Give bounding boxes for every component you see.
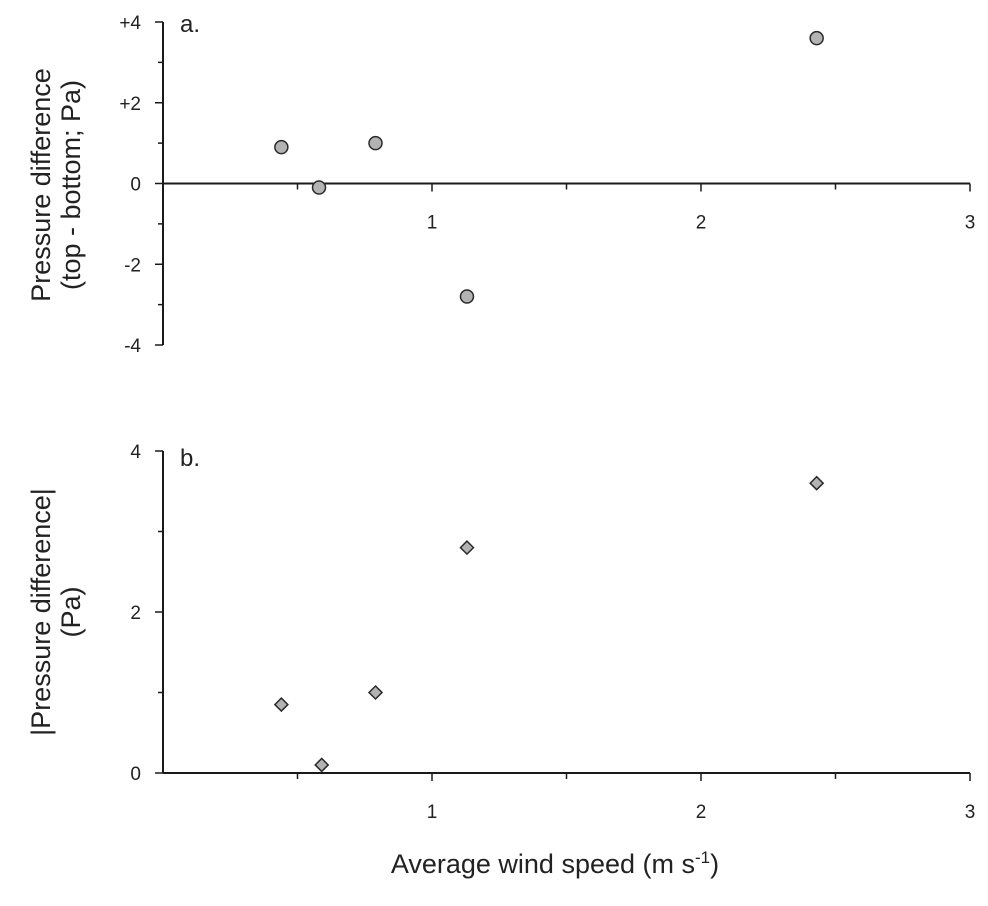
panel-label: b.: [180, 445, 200, 472]
y-tick-label: +4: [119, 13, 141, 34]
x-axis-title: Average wind speed (m s-1): [391, 848, 719, 879]
data-point: [314, 757, 330, 773]
panel-b: 4 2 0 1 2 3 b. |Pressure difference| (Pa) Average…: [26, 442, 975, 879]
y-axis-title-line2: (top - bottom; Pa): [56, 80, 86, 290]
x-tick-label: 1: [427, 802, 438, 823]
data-point: [368, 135, 383, 151]
data-point: [311, 180, 327, 195]
y-tick-label: 0: [130, 764, 141, 785]
data-point: [809, 30, 824, 46]
data-point: [459, 540, 475, 556]
y-tick-label: -2: [124, 255, 141, 276]
y-tick-label: -4: [124, 336, 141, 357]
panel-label: a.: [180, 11, 200, 38]
y-axis-title-line1: Pressure difference: [26, 68, 56, 302]
y-tick-label: 0: [130, 175, 141, 196]
x-tick-label: 2: [696, 802, 707, 823]
data-point: [367, 684, 384, 701]
data-point: [273, 697, 289, 713]
x-tick-label: 1: [427, 213, 438, 234]
y-axis-title-line2: (Pa): [56, 586, 86, 637]
y-tick-label: 2: [130, 603, 141, 624]
x-tick-label: 3: [965, 802, 976, 823]
data-point: [459, 289, 475, 304]
x-tick-label: 3: [965, 213, 976, 234]
panel-a: +4 +2 0 -2 -4 1 2 3 a. Pressure difference (top - …: [26, 11, 975, 357]
y-tick-label: 4: [130, 442, 141, 463]
y-axis-title-line1: |Pressure difference|: [26, 488, 56, 736]
x-tick-label: 2: [696, 213, 707, 234]
y-tick-label: +2: [119, 94, 141, 115]
data-point: [274, 139, 289, 155]
data-point: [809, 475, 825, 491]
